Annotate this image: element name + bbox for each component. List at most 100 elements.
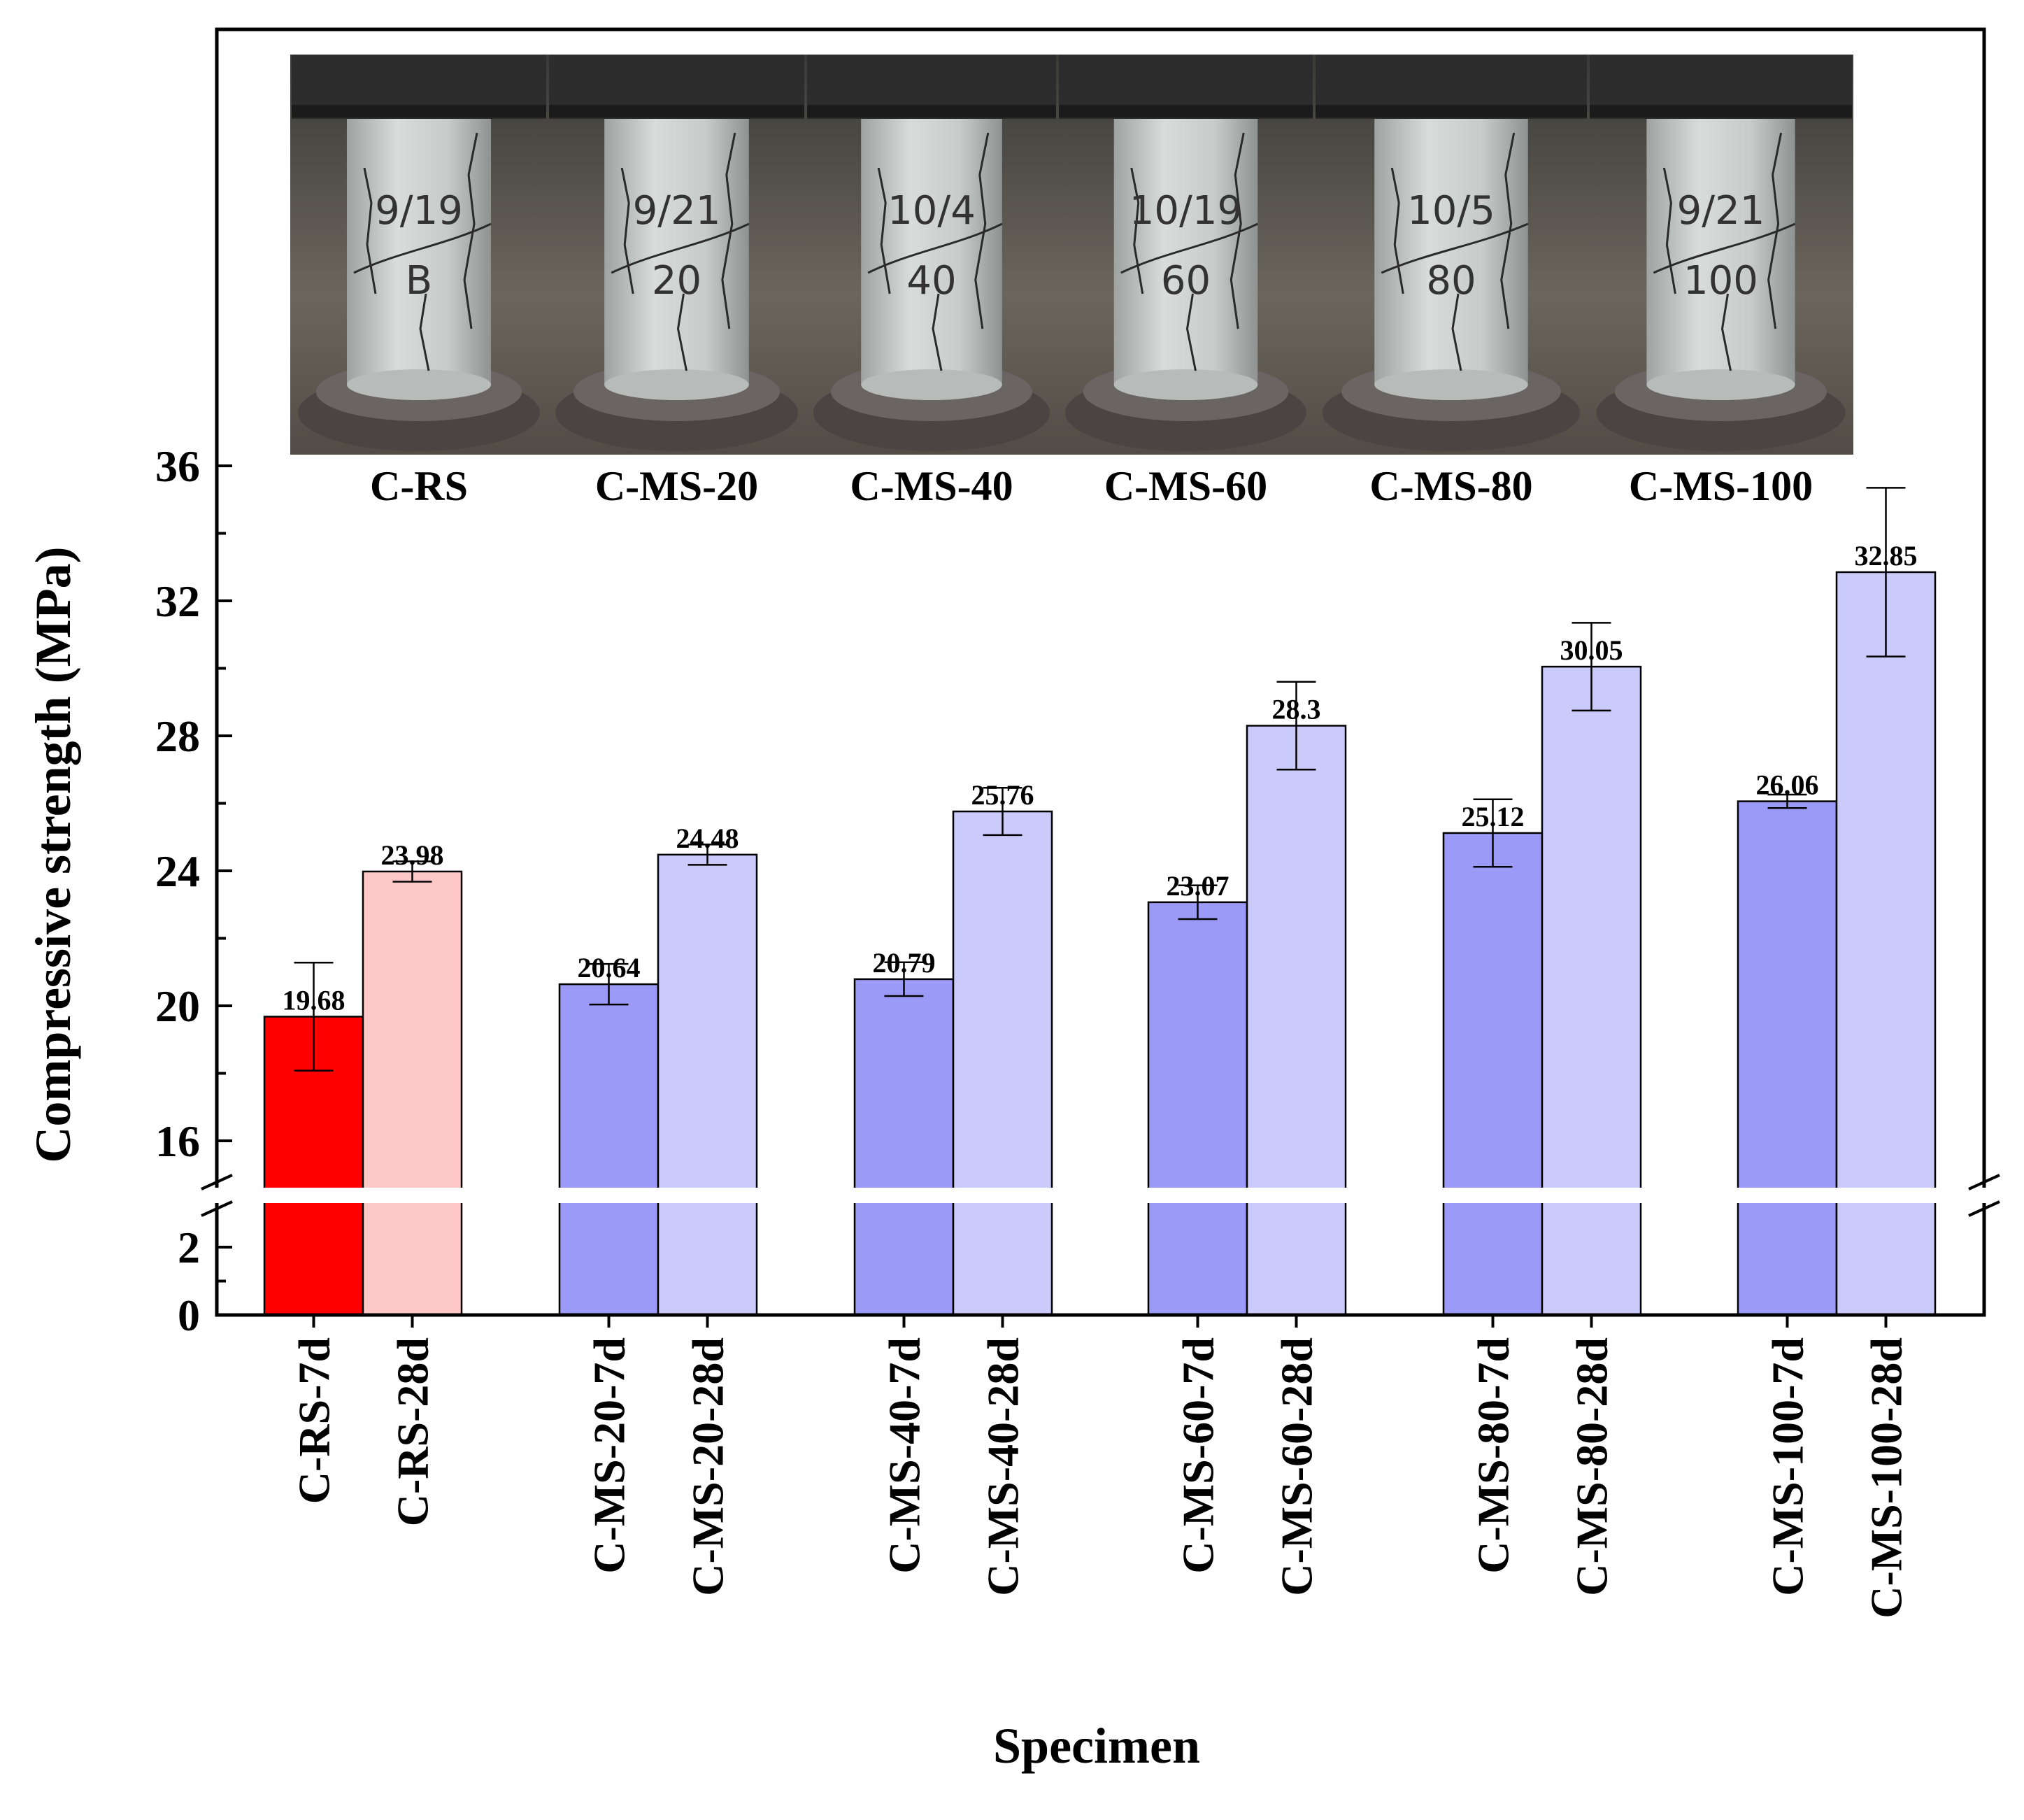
photo-specimen-mark: 60 — [1161, 258, 1211, 304]
concrete-cylinder — [1113, 105, 1258, 385]
x-axis-title: Specimen — [993, 1718, 1200, 1774]
bar-group: 19.68 — [263, 961, 364, 1316]
x-tick-label: C-MS-80-7d — [1469, 1337, 1518, 1574]
error-bar — [1473, 798, 1513, 868]
bar-value-label: 20.64 — [578, 952, 641, 983]
bar — [1442, 832, 1544, 1316]
photo-date-mark: 10/19 — [1129, 188, 1242, 234]
concrete-cylinder — [1646, 105, 1795, 385]
bar — [1835, 571, 1937, 1316]
specimen-photo: 9/21 20 — [548, 55, 806, 455]
x-tick-label: C-MS-20-28d — [683, 1337, 733, 1596]
bar — [853, 978, 955, 1316]
photo-specimen-mark: 100 — [1683, 258, 1758, 304]
x-tick-label: C-MS-40-7d — [880, 1337, 929, 1574]
y-tick-label: 16 — [155, 1116, 200, 1166]
photo-label: C-MS-100 — [1629, 463, 1813, 509]
upper-platen-edge — [1059, 105, 1313, 118]
bar-group: 23.07 — [1147, 870, 1248, 1316]
photo-specimen-mark: 20 — [652, 258, 701, 304]
photo-label: C-MS-80 — [1369, 463, 1532, 509]
crack-lines — [867, 132, 1003, 371]
bar — [558, 983, 660, 1316]
x-axis: C-RS-7d C-RS-28d C-MS-20-7d C-MS-20-28d C-MS… — [290, 1315, 1911, 1619]
upper-platen-edge — [292, 105, 546, 118]
bar-value-label: 30.05 — [1560, 634, 1623, 666]
cylinder-base — [1374, 369, 1528, 400]
photo-date-mark: 9/21 — [1677, 188, 1765, 234]
error-bar — [294, 961, 334, 1072]
bar-value-label: 20.79 — [873, 947, 936, 979]
bar-value-label: 23.98 — [381, 839, 444, 871]
bar — [362, 870, 463, 1316]
bar-group: 26.06 — [1737, 769, 1838, 1316]
crack-lines — [1381, 132, 1529, 371]
x-tick-label: C-RS-28d — [388, 1337, 438, 1526]
bar-value-label: 25.12 — [1462, 801, 1525, 832]
y-tick-label: 0 — [178, 1291, 200, 1340]
bar-value-label: 25.76 — [971, 779, 1034, 811]
y-axis-title: Compressive strength (MPa) — [25, 546, 81, 1163]
bar — [952, 810, 1053, 1316]
photo-specimen-mark: 40 — [906, 258, 956, 304]
photo-label: C-RS — [370, 463, 468, 509]
error-bar — [589, 962, 629, 1006]
bar-value-label: 32.85 — [1855, 540, 1918, 571]
photo-specimen-mark: B — [406, 258, 432, 304]
bar-group: 30.05 — [1541, 622, 1642, 1316]
photo-date-mark: 10/5 — [1407, 188, 1495, 234]
bar-value-label: 19.68 — [283, 984, 345, 1016]
x-tick-label: C-MS-60-7d — [1174, 1337, 1223, 1574]
photo-date-mark: 9/19 — [375, 188, 463, 234]
bar-group: 20.79 — [853, 947, 955, 1316]
upper-platen-edge — [1316, 105, 1587, 118]
plot-border — [215, 27, 1986, 1317]
x-tick-label: C-MS-80-28d — [1567, 1337, 1617, 1596]
plot-frame — [215, 27, 1986, 1317]
specimen-photo: 10/19 60 — [1057, 55, 1314, 455]
photo-date-mark: 9/21 — [633, 188, 721, 234]
x-tick-label: C-MS-20-7d — [585, 1337, 634, 1574]
bar — [1246, 725, 1347, 1316]
axis-break-mark-left — [201, 1174, 233, 1217]
photo-label: C-MS-60 — [1104, 463, 1267, 509]
crack-lines — [611, 132, 750, 371]
specimen-photo: 10/5 80 — [1314, 55, 1588, 455]
cylinder-base — [1646, 369, 1795, 400]
axis-break — [201, 1174, 2000, 1217]
error-bar — [1572, 622, 1611, 712]
axis-break-band — [211, 1188, 1990, 1203]
cylinder-base — [604, 369, 749, 400]
bar-value-label: 24.48 — [676, 823, 739, 854]
cylinder-base — [346, 369, 492, 400]
y-axis: 0 2 16 20 24 28 32 36 — [155, 441, 232, 1340]
crack-lines — [1120, 132, 1258, 371]
error-bar — [1866, 487, 1906, 657]
x-tick-label: C-RS-7d — [290, 1337, 339, 1504]
y-tick-label: 36 — [155, 441, 200, 491]
bar-value-label: 23.07 — [1167, 870, 1230, 902]
bar-group: 25.76 — [952, 779, 1053, 1316]
specimen-photo: 10/4 40 — [806, 55, 1057, 455]
concrete-cylinder — [604, 105, 749, 385]
bar — [657, 853, 758, 1316]
cylinder-base — [1113, 369, 1258, 400]
error-bar — [392, 860, 432, 883]
photo-label: C-MS-40 — [850, 463, 1013, 509]
bar-group: 20.64 — [558, 952, 660, 1316]
bar-group: 23.98 — [362, 839, 463, 1316]
upper-platen-edge — [1590, 105, 1852, 118]
bar-group: 28.3 — [1246, 681, 1347, 1316]
concrete-cylinder — [1374, 105, 1528, 385]
crack-lines — [353, 132, 492, 371]
x-tick-label: C-MS-100-28d — [1862, 1337, 1911, 1619]
x-tick-label: C-MS-40-28d — [978, 1337, 1028, 1596]
error-bar — [1767, 793, 1807, 809]
photo-date-mark: 10/4 — [888, 188, 976, 234]
bar — [1737, 800, 1838, 1316]
error-bar — [884, 961, 924, 997]
crack-lines — [1653, 132, 1796, 371]
y-tick-label: 32 — [155, 576, 200, 626]
